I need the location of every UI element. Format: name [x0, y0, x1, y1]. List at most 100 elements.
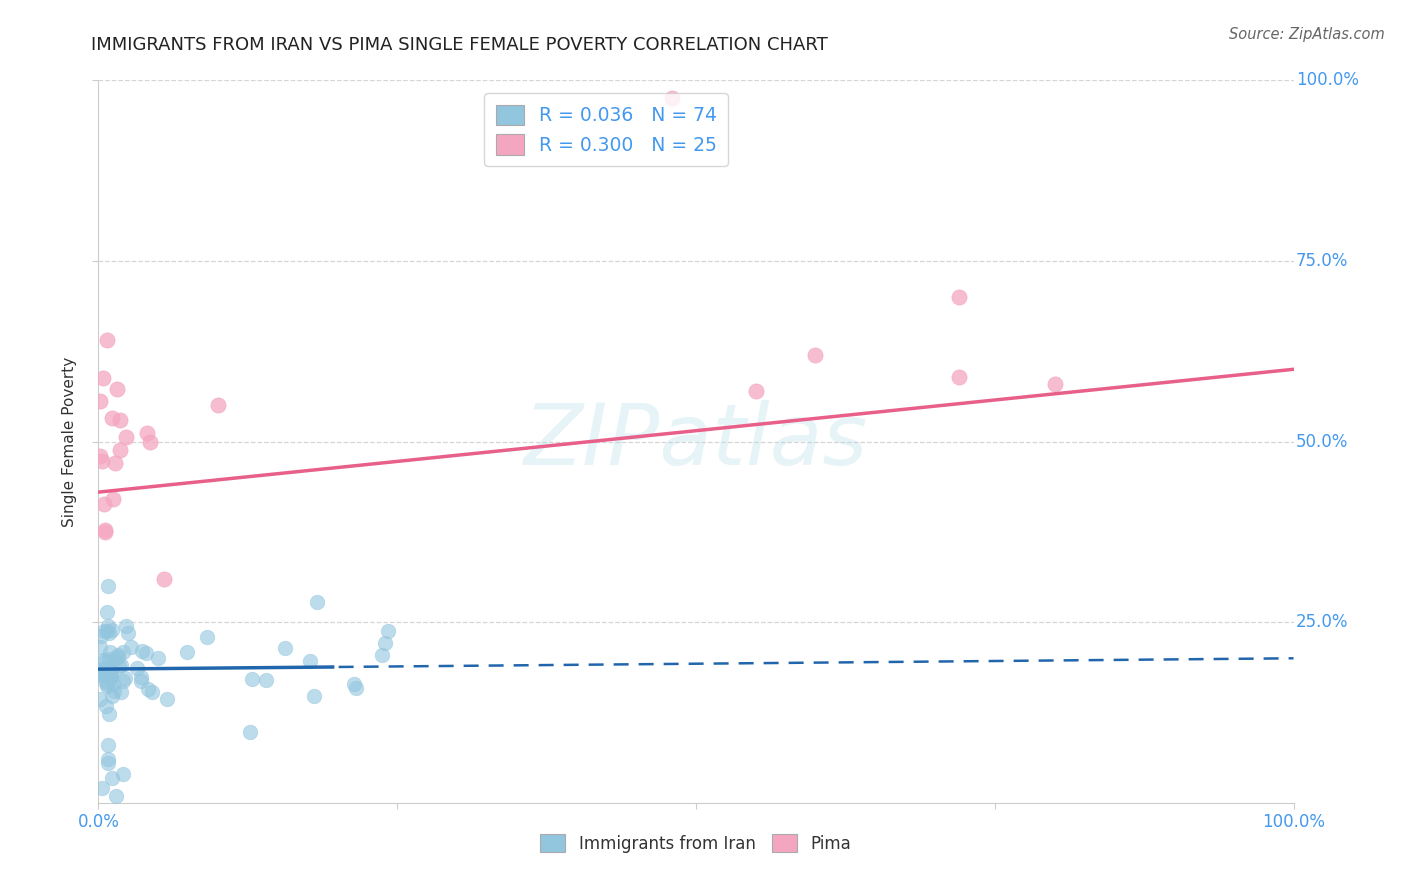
Point — [207, 398, 229, 412]
Point — [89, 665, 111, 679]
Text: 25.0%: 25.0% — [1296, 613, 1348, 632]
Point — [176, 645, 198, 659]
Point — [120, 640, 142, 655]
Point — [240, 672, 263, 686]
Point — [371, 648, 394, 663]
Point — [91, 662, 114, 676]
Point — [98, 707, 121, 722]
Point — [153, 572, 176, 586]
Point — [948, 290, 970, 304]
Point — [661, 91, 683, 105]
Point — [93, 497, 115, 511]
Point — [156, 692, 179, 706]
Point — [112, 645, 135, 659]
Text: IMMIGRANTS FROM IRAN VS PIMA SINGLE FEMALE POVERTY CORRELATION CHART: IMMIGRANTS FROM IRAN VS PIMA SINGLE FEMA… — [91, 36, 828, 54]
Point — [103, 684, 125, 698]
Point — [89, 449, 111, 463]
Point — [96, 679, 118, 693]
Text: ZIPatlas: ZIPatlas — [524, 400, 868, 483]
Point — [94, 524, 117, 539]
Point — [136, 681, 159, 696]
Point — [94, 674, 117, 689]
Point — [91, 667, 114, 681]
Point — [97, 756, 120, 770]
Point — [343, 677, 366, 691]
Point — [139, 435, 162, 450]
Point — [101, 411, 124, 425]
Point — [91, 781, 114, 796]
Point — [114, 619, 136, 633]
Y-axis label: Single Female Poverty: Single Female Poverty — [62, 357, 77, 526]
Text: 75.0%: 75.0% — [1296, 252, 1348, 270]
Point — [96, 698, 118, 713]
Point — [131, 643, 153, 657]
Point — [96, 676, 118, 690]
Point — [96, 333, 118, 347]
Point — [745, 384, 768, 398]
Point — [93, 654, 115, 668]
Point — [100, 669, 122, 683]
Point — [141, 685, 163, 699]
Point — [89, 640, 111, 654]
Point — [107, 659, 129, 673]
Point — [97, 738, 120, 752]
Point — [97, 579, 120, 593]
Point — [101, 689, 124, 703]
Point — [110, 658, 132, 673]
Point — [97, 752, 120, 766]
Point — [93, 653, 115, 667]
Point — [90, 629, 112, 643]
Point — [97, 672, 120, 686]
Point — [307, 595, 329, 609]
Point — [98, 652, 121, 666]
Point — [148, 651, 170, 665]
Point — [135, 425, 157, 440]
Point — [195, 630, 218, 644]
Point — [117, 625, 139, 640]
Legend: Immigrants from Iran, Pima: Immigrants from Iran, Pima — [534, 828, 858, 860]
Point — [100, 624, 122, 638]
Point — [91, 371, 114, 385]
Point — [96, 605, 118, 619]
Point — [89, 667, 111, 681]
Point — [91, 454, 114, 468]
Point — [131, 670, 153, 684]
Point — [377, 624, 399, 638]
Point — [804, 348, 827, 362]
Point — [93, 624, 115, 639]
Point — [274, 640, 297, 655]
Point — [93, 524, 115, 538]
Point — [135, 646, 157, 660]
Point — [98, 626, 121, 640]
Point — [108, 443, 131, 458]
Point — [105, 789, 128, 803]
Point — [98, 664, 121, 678]
Text: 50.0%: 50.0% — [1296, 433, 1348, 450]
Point — [129, 673, 152, 688]
Point — [104, 651, 127, 665]
Text: 100.0%: 100.0% — [1296, 71, 1360, 89]
Point — [108, 413, 131, 427]
Point — [97, 618, 120, 632]
Point — [344, 681, 367, 695]
Point — [256, 673, 278, 687]
Point — [100, 670, 122, 684]
Point — [104, 456, 127, 470]
Point — [1043, 376, 1066, 391]
Point — [114, 671, 136, 685]
Point — [89, 393, 111, 408]
Point — [374, 635, 396, 649]
Point — [111, 767, 134, 781]
Point — [111, 673, 134, 688]
Point — [91, 667, 114, 681]
Point — [125, 661, 148, 675]
Point — [89, 692, 111, 706]
Point — [299, 654, 322, 668]
Point — [110, 684, 132, 698]
Text: Source: ZipAtlas.com: Source: ZipAtlas.com — [1229, 27, 1385, 42]
Point — [107, 648, 129, 663]
Point — [948, 369, 970, 384]
Point — [239, 724, 262, 739]
Point — [100, 771, 122, 785]
Point — [105, 382, 128, 396]
